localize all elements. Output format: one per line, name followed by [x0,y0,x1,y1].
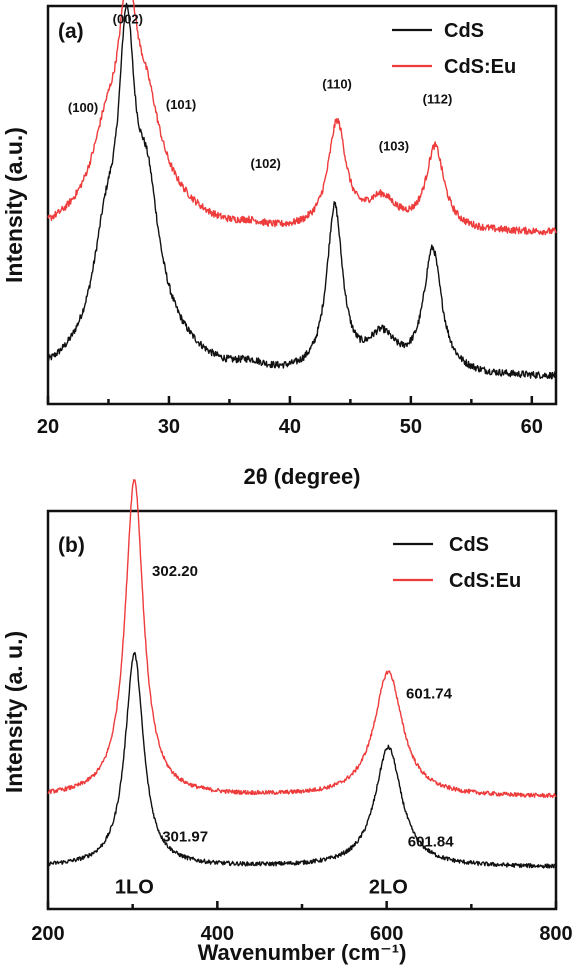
legend-entry: CdS [444,20,484,42]
legend-entry: CdS:Eu [449,570,521,592]
annotation: 302.20 [152,563,198,580]
series-line-cds-eu [47,0,557,236]
x-tick-label: 20 [37,416,59,438]
annotation: 2LO [369,876,408,898]
y-axis-label: Intensity (a.u.) [1,127,27,283]
panel-label: (a) [58,20,84,43]
annotation: 301.97 [162,828,208,845]
series-line-cds [47,651,557,869]
annotation: (110) [322,77,352,92]
x-tick-label: 600 [370,923,403,945]
x-axis-label: 2θ (degree) [243,464,360,489]
annotation: (103) [379,138,409,153]
annotation: 1LO [115,876,154,898]
series-line-cds [47,2,557,380]
annotation: 601.84 [408,834,455,851]
plot-frame [46,4,558,406]
x-tick-label: 200 [31,923,64,945]
x-tick-label: 400 [201,923,234,945]
annotation: 601.74 [406,685,453,702]
annotation: (100) [68,100,98,115]
raman-panel: 200 400 600 800 Wavenumber (cm⁻¹) Intensity (… [1,479,573,965]
x-axis-label: Wavenumber (cm⁻¹) [198,940,407,965]
annotation: (112) [423,91,453,106]
legend-entry: CdS:Eu [444,56,516,78]
x-tick-label: 60 [521,416,543,438]
annotation: (101) [166,97,196,112]
y-axis-label: Intensity (a. u.) [1,631,27,793]
x-tick-label: 40 [279,416,301,438]
x-tick-label: 30 [158,416,180,438]
legend-entry: CdS [449,534,489,556]
annotation: (002) [113,12,143,27]
x-tick-label: 800 [539,923,572,945]
x-tick-label: 50 [400,416,422,438]
panel-label: (b) [58,534,85,557]
xrd-panel: 20 30 40 50 60 2θ (degree) Intensity (a.u.) (a)… [1,0,558,489]
annotation: (102) [251,156,281,171]
series-line-cds-eu [47,479,557,799]
